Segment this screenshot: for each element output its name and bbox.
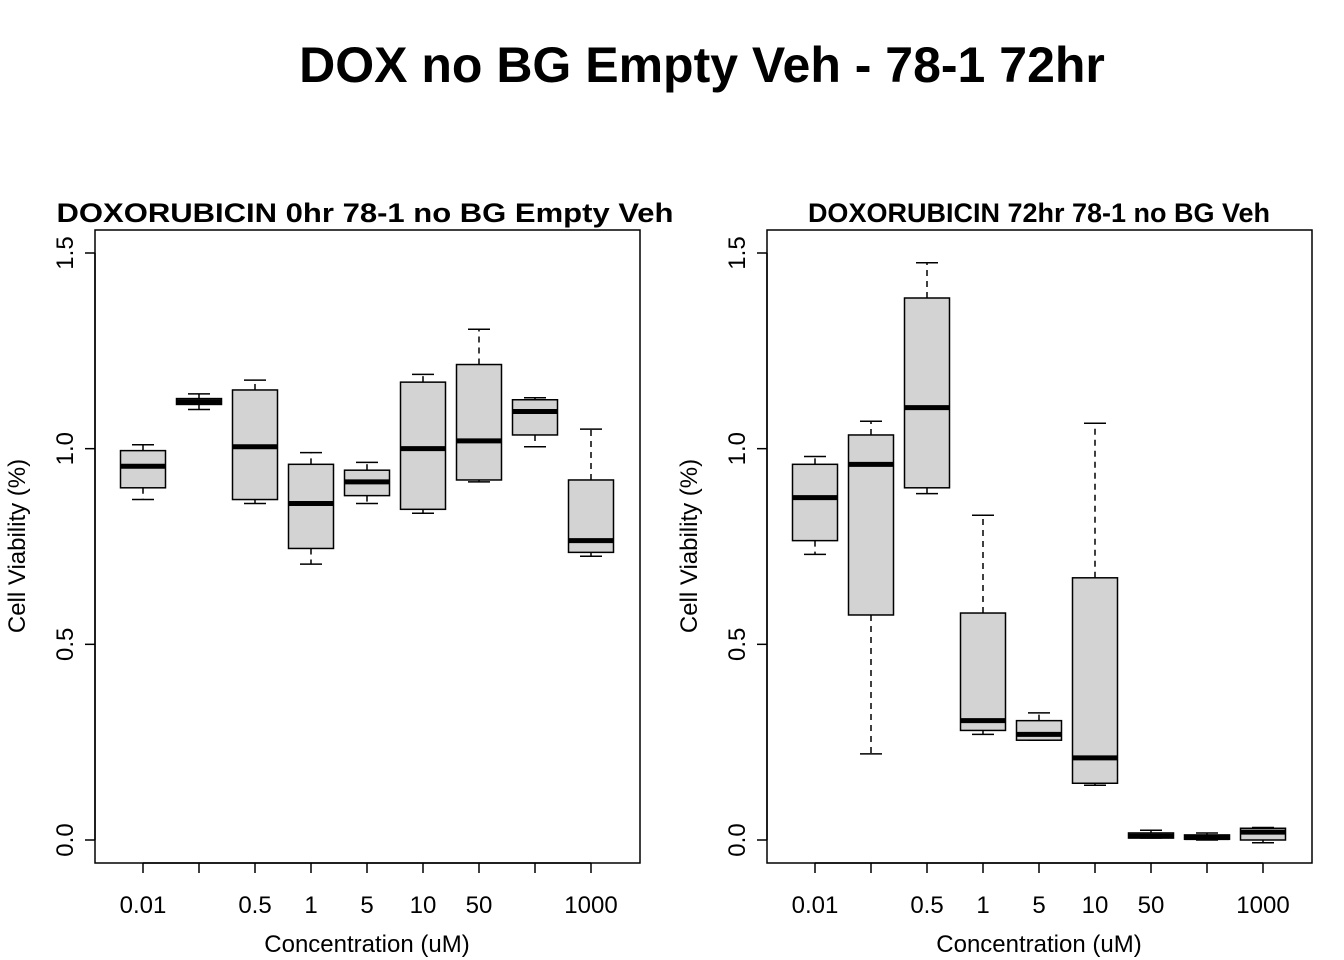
box-5	[399, 373, 447, 514]
x-tick-label: 50	[1138, 892, 1165, 919]
x-tick-label: 5	[360, 892, 373, 919]
box-body	[1071, 577, 1119, 785]
box-4	[1015, 712, 1063, 741]
x-axis-label: Concentration (uM)	[936, 931, 1141, 958]
x-tick-label: 1000	[1236, 892, 1289, 919]
panel-title: DOXORUBICIN 0hr 78-1 no BG Empty Veh	[57, 198, 674, 228]
x-tick-label: 5	[1032, 892, 1045, 919]
x-axis: 0.01 0.5 1 5 10 50 1000	[792, 862, 1290, 919]
y-tick-label: 0.5	[724, 628, 751, 661]
box-body	[791, 463, 839, 542]
y-tick-label: 0.0	[724, 823, 751, 856]
main-title: DOX no BG Empty Veh - 78-1 72hr	[299, 37, 1105, 93]
box-7	[511, 397, 559, 448]
box-6	[1127, 829, 1175, 839]
box-3	[287, 451, 335, 565]
y-axis-label: Cell Viability (%)	[4, 459, 31, 633]
box-4	[343, 461, 391, 505]
box-5	[1071, 422, 1119, 786]
x-tick-label: 10	[410, 892, 437, 919]
box-1	[175, 393, 223, 411]
x-tick-label: 1	[976, 892, 989, 919]
y-tick-label: 1.0	[724, 432, 751, 465]
x-tick-label: 0.5	[910, 892, 943, 919]
y-tick-label: 1.5	[52, 236, 79, 269]
x-tick-label: 0.01	[120, 892, 167, 919]
y-tick-label: 1.5	[724, 236, 751, 269]
x-tick-label: 50	[466, 892, 493, 919]
box-body	[959, 612, 1007, 732]
panel-doxorubicin-72hr: DOXORUBICIN 72hr 78-1 no BG Veh Concentr…	[676, 198, 1313, 958]
box-8	[567, 428, 615, 558]
box-body	[287, 463, 335, 550]
box-0	[791, 455, 839, 556]
y-tick-label: 1.0	[52, 432, 79, 465]
box-2	[903, 262, 951, 495]
x-axis-label: Concentration (uM)	[264, 931, 469, 958]
box-body	[399, 381, 447, 511]
y-tick-label: 0.5	[52, 628, 79, 661]
box-7	[1183, 832, 1231, 841]
y-axis: 0.0 0.5 1.0 1.5	[52, 236, 96, 857]
box-6	[455, 328, 503, 483]
y-axis-label: Cell Viability (%)	[676, 459, 703, 633]
box-body	[903, 297, 951, 489]
box-2	[231, 379, 279, 505]
box-body	[511, 399, 559, 436]
box-3	[959, 514, 1007, 736]
plot-marks: 0.0 0.5 1.0 1.5 0.01 0.5 1 5 10 50 1000	[52, 229, 641, 919]
plot-frame	[94, 229, 641, 864]
x-tick-label: 1	[304, 892, 317, 919]
x-tick-label: 0.5	[238, 892, 271, 919]
box-body	[1015, 719, 1063, 741]
box-1	[847, 420, 895, 755]
y-tick-label: 0.0	[52, 823, 79, 856]
x-axis: 0.01 0.5 1 5 10 50 1000	[120, 862, 618, 919]
panel-doxorubicin-0hr: DOXORUBICIN 0hr 78-1 no BG Empty Veh Con…	[4, 198, 674, 958]
x-tick-label: 1000	[564, 892, 617, 919]
x-tick-label: 0.01	[792, 892, 839, 919]
panel-title: DOXORUBICIN 72hr 78-1 no BG Veh	[808, 198, 1270, 228]
box-8	[1239, 826, 1287, 844]
plot-marks: 0.0 0.5 1.0 1.5 0.01 0.5 1 5 10 50 1000	[724, 229, 1313, 919]
box-0	[119, 444, 167, 501]
y-axis: 0.0 0.5 1.0 1.5	[724, 236, 768, 857]
box-body	[455, 363, 503, 481]
x-tick-label: 10	[1082, 892, 1109, 919]
box-body	[119, 449, 167, 489]
